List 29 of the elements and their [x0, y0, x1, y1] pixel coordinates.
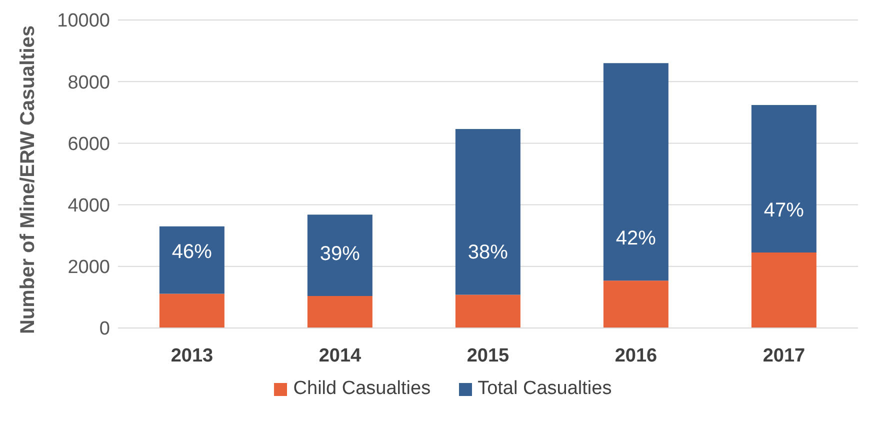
- legend-label: Child Casualties: [293, 378, 431, 400]
- annotation: 38%: [468, 242, 508, 264]
- annotation: 46%: [172, 240, 212, 263]
- y-tick-label: 8000: [68, 72, 110, 94]
- y-tick-label: 6000: [68, 134, 110, 155]
- bar: [159, 294, 224, 328]
- x-tick-label: 2016: [614, 345, 658, 366]
- y-tick-label: 4000: [68, 196, 110, 217]
- bar: [603, 280, 668, 328]
- x-tick-label: 2013: [170, 345, 214, 366]
- y-tick-label: 10000: [57, 10, 110, 32]
- legend-label: Total Casualties: [478, 378, 612, 400]
- bar: [603, 63, 668, 281]
- x-tick-label: 2014: [318, 345, 362, 366]
- bar: [307, 214, 372, 296]
- bar: [455, 294, 520, 328]
- bar: [455, 129, 520, 295]
- y-tick-label: 2000: [68, 257, 110, 278]
- y-tick-label: 0: [99, 318, 110, 340]
- annotation: 42%: [616, 228, 656, 250]
- bar: [307, 296, 372, 328]
- y-axis-title: Number of Mine/ERW Casualties: [17, 25, 40, 334]
- x-tick-label: 2017: [762, 345, 806, 366]
- x-tick-label: 2015: [466, 345, 510, 366]
- bar: [159, 226, 224, 294]
- bar: [751, 105, 816, 253]
- bar: [751, 252, 816, 328]
- annotation: 39%: [320, 242, 360, 265]
- annotation: 47%: [764, 200, 804, 222]
